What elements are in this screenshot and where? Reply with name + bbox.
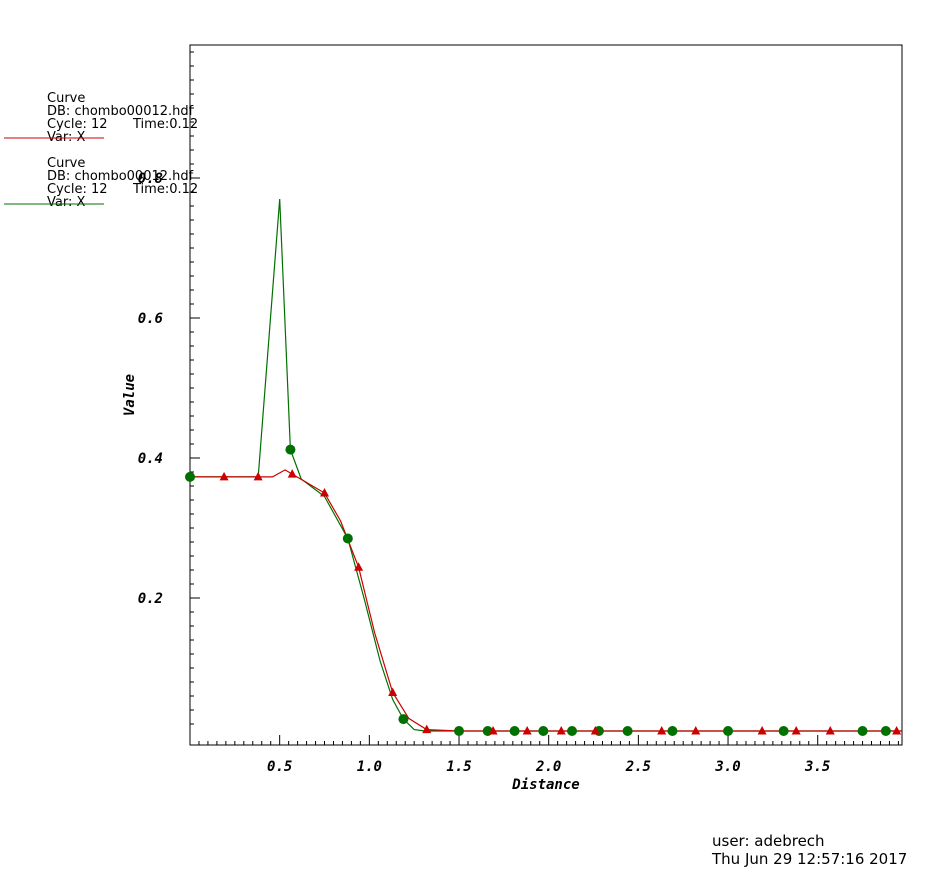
legend-db: DB: chombo00012.hdf <box>47 169 194 184</box>
x-tick-label: 2.0 <box>535 759 561 775</box>
data-point-circle <box>622 726 633 736</box>
data-point-triangle <box>556 726 566 735</box>
timestamp-label: Thu Jun 29 12:57:16 2017 <box>711 850 907 868</box>
x-axis-label: Distance <box>511 777 579 793</box>
legend-entry: Curve DB: chombo00012.hdf Cycle: 12 Time… <box>4 91 198 145</box>
data-point-circle <box>880 726 891 736</box>
x-tick-label: 3.0 <box>714 759 740 775</box>
legend-title: Curve <box>47 91 85 106</box>
legend-cycle: Cycle: 12 <box>47 117 108 132</box>
data-point-circle <box>342 533 353 544</box>
data-point-triangle <box>825 726 835 735</box>
data-point-circle <box>398 714 409 725</box>
data-point-triangle <box>320 488 330 497</box>
legend: Curve DB: chombo00012.hdf Cycle: 12 Time… <box>4 91 198 210</box>
data-point-circle <box>285 444 296 455</box>
legend-time: Time:0.12 <box>132 182 198 197</box>
data-point-circle <box>667 726 678 736</box>
data-point-triangle <box>657 726 667 735</box>
series-0 <box>190 469 902 732</box>
data-point-triangle <box>287 469 297 478</box>
series-line <box>190 198 902 732</box>
legend-db: DB: chombo00012.hdf <box>47 104 194 119</box>
data-point-circle <box>567 726 578 736</box>
data-point-triangle <box>791 726 801 735</box>
series-1 <box>190 198 902 732</box>
legend-title: Curve <box>47 156 85 171</box>
y-tick-label: 0.8 <box>138 171 163 187</box>
data-point-circle <box>778 726 789 736</box>
legend-var: Var: X <box>47 195 85 210</box>
tick-labels: 0.5 1.0 1.5 2.0 2.5 3.0 3.5 0.2 0.4 0.6 0.8 <box>138 171 831 775</box>
series-markers-1 <box>185 444 891 736</box>
legend-entry: Curve DB: chombo00012.hdf Cycle: 12 Time… <box>4 156 198 210</box>
data-point-circle <box>454 726 465 736</box>
data-point-circle <box>509 726 520 736</box>
x-tick-label: 1.0 <box>357 759 382 775</box>
x-tick-label: 2.5 <box>625 759 651 775</box>
tick-marks <box>190 51 899 745</box>
data-point-triangle <box>422 724 432 734</box>
y-tick-label: 0.4 <box>138 451 163 467</box>
data-point-triangle <box>590 726 600 735</box>
data-point-triangle <box>488 726 498 735</box>
data-point-triangle <box>757 726 767 735</box>
y-tick-label: 0.6 <box>138 311 163 327</box>
plot-frame <box>189 44 903 746</box>
data-point-circle <box>723 726 734 736</box>
y-tick-label: 0.2 <box>138 591 163 607</box>
data-point-triangle <box>219 471 229 481</box>
data-point-triangle <box>354 562 364 571</box>
legend-cycle: Cycle: 12 <box>47 182 108 197</box>
legend-time: Time:0.12 <box>132 117 198 132</box>
x-tick-label: 0.5 <box>267 759 292 775</box>
series-markers-0 <box>219 469 902 735</box>
x-tick-label: 1.5 <box>446 759 471 775</box>
data-point-triangle <box>388 687 398 696</box>
x-tick-label: 3.5 <box>804 759 830 775</box>
user-label: user: adebrech <box>712 832 825 850</box>
data-point-triangle <box>253 471 263 481</box>
data-point-circle <box>857 726 868 736</box>
data-point-circle <box>538 726 549 736</box>
y-axis-label: Value <box>122 374 138 416</box>
series-line <box>190 469 902 732</box>
data-point-triangle <box>522 726 532 735</box>
data-point-circle <box>185 471 195 482</box>
data-point-triangle <box>691 726 701 735</box>
data-point-triangle <box>892 726 902 735</box>
series-layer <box>185 198 902 736</box>
